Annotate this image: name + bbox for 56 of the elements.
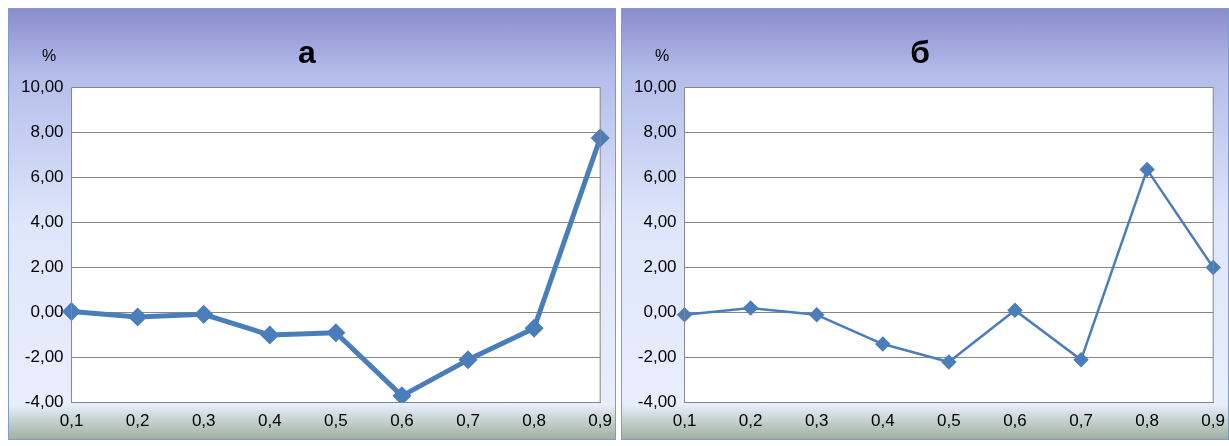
chart-title: б	[910, 34, 930, 71]
x-tick-label: 0,5	[937, 411, 961, 431]
point	[525, 319, 543, 337]
x-tick-label: 0,7	[1069, 411, 1093, 431]
point	[591, 129, 609, 147]
x-tick-label: 0,8	[1135, 411, 1159, 431]
x-tick-label: 0,4	[257, 411, 282, 431]
point	[1007, 303, 1023, 318]
point	[129, 308, 147, 326]
y-tick-label: 2,00	[30, 257, 64, 277]
y-tick-label: -4,00	[24, 392, 64, 412]
y-tick-label: 0,00	[30, 302, 64, 322]
y-tick-label: 6,00	[643, 167, 677, 187]
y-tick-label: 6,00	[30, 167, 64, 187]
point	[327, 324, 345, 342]
point	[875, 336, 891, 352]
x-tick-label: 0,1	[59, 411, 84, 431]
point	[677, 307, 692, 323]
point	[743, 300, 758, 316]
point	[1073, 352, 1089, 368]
point	[393, 387, 411, 403]
point	[941, 354, 957, 370]
y-tick-label: 0,00	[643, 302, 677, 322]
x-tick-label: 0,4	[870, 411, 895, 431]
x-tick-label: 0,6	[1003, 411, 1027, 431]
x-tick-label: 0,6	[390, 411, 414, 431]
y-tick-label: 4,00	[30, 212, 64, 232]
y-tick-label: 8,00	[643, 122, 677, 142]
y-tick-label: 2,00	[643, 257, 677, 277]
y-tick-label: -2,00	[24, 347, 64, 367]
x-tick-label: 0,2	[738, 411, 763, 431]
point	[63, 302, 81, 320]
x-tick-label: 0,1	[672, 411, 697, 431]
point	[1139, 162, 1155, 177]
y-tick-label: 10,00	[20, 77, 64, 97]
x-tick-label: 0,7	[456, 411, 480, 431]
y-tick-label: 8,00	[30, 122, 64, 142]
point	[261, 326, 279, 344]
x-tick-label: 0,5	[324, 411, 348, 431]
y-tick-label: -2,00	[637, 347, 677, 367]
x-tick-label: 0,3	[804, 411, 829, 431]
y-axis-title: %	[41, 47, 57, 64]
y-tick-label: 4,00	[643, 212, 677, 232]
point	[809, 307, 824, 323]
point	[459, 351, 477, 369]
x-tick-label: 0,9	[588, 411, 612, 431]
x-tick-label: 0,8	[522, 411, 546, 431]
x-tick-label: 0,3	[191, 411, 216, 431]
x-tick-label: 0,2	[125, 411, 150, 431]
y-tick-label: -4,00	[637, 392, 677, 412]
point	[195, 305, 213, 323]
y-axis-title: %	[654, 47, 670, 64]
x-tick-label: 0,9	[1201, 411, 1225, 431]
y-tick-label: 10,00	[633, 77, 677, 97]
chart-title: а	[298, 34, 317, 71]
point	[1205, 260, 1221, 275]
